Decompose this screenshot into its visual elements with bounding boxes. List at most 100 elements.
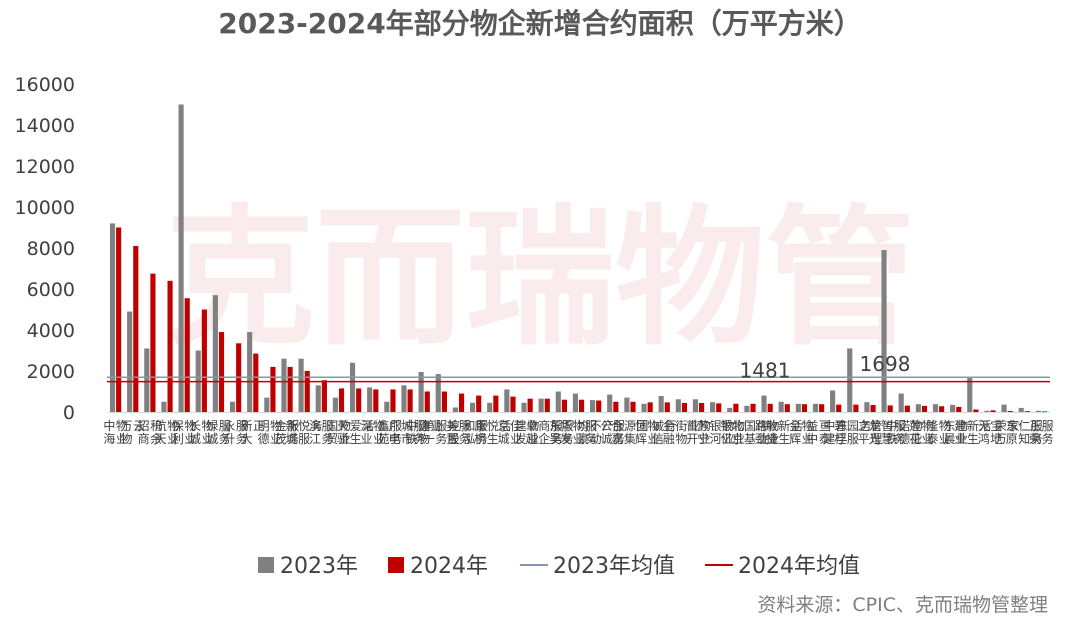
x-tick-label: 招商积余 (138, 419, 163, 446)
x-tick-label: 建发物业 (515, 419, 540, 446)
svg-text:保利物业: 保利物业 (172, 419, 197, 446)
x-tick-label: 金融街物业 (663, 418, 700, 446)
bar-2024 (338, 388, 345, 412)
bar-2023 (504, 389, 510, 412)
x-tick-label: 北京国基伟业 (731, 419, 768, 446)
x-tick-label: 首开物业 (686, 419, 711, 446)
x-tick-label: 苏宁银河物业 (697, 419, 734, 446)
bar-2023 (229, 401, 236, 412)
watermark: 克而瑞物管 (165, 192, 915, 366)
y-tick-label: 14000 (15, 115, 75, 137)
svg-text:华发物业服务: 华发物业服务 (560, 419, 597, 446)
svg-text:永升服务: 永升服务 (223, 419, 248, 446)
x-tick-label: 京城佳业 (498, 419, 523, 446)
bar-2023 (641, 403, 647, 412)
bar-2024 (801, 404, 808, 412)
svg-text:中铁诺德物业: 中铁诺德物业 (886, 418, 923, 446)
bar-2024 (184, 298, 190, 412)
x-tick-label: 东晨物业 (943, 419, 968, 446)
legend-label-2023: 2023年 (280, 554, 358, 579)
bar-2023 (452, 407, 458, 412)
x-tick-label: 鑫苑服务 (378, 418, 403, 446)
x-tick-label: 碧桂园服务 (834, 418, 871, 446)
bar-2024 (253, 353, 259, 412)
bar-2023 (435, 374, 441, 412)
x-tick-label: 绿城服务 (206, 418, 231, 446)
bar-2023 (212, 295, 218, 412)
bar-2024 (424, 391, 430, 412)
svg-text:荣万家: 荣万家 (995, 418, 1020, 446)
x-tick-label: 美置服务 (446, 419, 471, 446)
bar-2024 (116, 227, 122, 412)
x-tick-label: 均豪不动产 (577, 419, 614, 446)
x-tick-label: 敏捷新生活 (766, 418, 803, 446)
svg-text:万物云: 万物云 (120, 419, 145, 446)
bar-2024 (407, 389, 413, 412)
x-tick-label: 航天物业 (155, 418, 180, 446)
x-tick-label: 滨江服务 (309, 418, 334, 446)
x-tick-label: 明德物业 (258, 419, 283, 446)
bar-2024 (561, 399, 567, 412)
bar-2023 (812, 403, 819, 412)
y-tick-label: 6000 (27, 279, 75, 301)
bar-2023 (384, 401, 390, 412)
x-tick-label: 深业物业 (360, 419, 385, 446)
legend-swatch-2024 (388, 557, 404, 573)
legend-swatch-2023 (258, 557, 274, 573)
bar-2024 (956, 406, 962, 412)
bar-2024 (921, 405, 928, 412)
x-tick-label: 万物云 (120, 419, 145, 446)
bar-2023 (469, 402, 476, 412)
svg-text:新大正: 新大正 (240, 418, 265, 446)
svg-text:银亿物业: 银亿物业 (721, 419, 746, 446)
bar-2023 (367, 387, 373, 412)
x-tick-label: 华发物业服务 (560, 419, 597, 446)
x-tick-label: 银亿物业 (721, 419, 746, 446)
bar-2024 (733, 403, 739, 412)
y-tick-label: 12000 (15, 156, 75, 178)
svg-text:鑫苑服务: 鑫苑服务 (378, 418, 403, 446)
x-tick-label: 路劲物业 (755, 418, 780, 446)
bar-2023 (178, 104, 184, 412)
svg-text:天骄爱生活: 天骄爱生活 (337, 419, 374, 446)
svg-text:广电城市服务: 广电城市服务 (389, 419, 426, 446)
bar-2023 (247, 332, 253, 412)
y-tick-label: 4000 (27, 320, 75, 342)
x-tick-label: 新城悦服务 (286, 418, 323, 446)
x-tick-label: 天骄爱生活 (337, 419, 374, 446)
x-tick-label: 中建东孚 (823, 418, 848, 446)
bar-2023 (864, 402, 870, 412)
svg-text:中铁建物业: 中铁建物业 (406, 418, 443, 446)
svg-text:东晨物业: 东晨物业 (943, 419, 968, 446)
svg-text:国贸物业: 国贸物业 (326, 419, 351, 446)
y-tick-label: 10000 (15, 197, 75, 219)
bar-2023 (967, 377, 973, 412)
bar-2023 (675, 399, 681, 412)
bar-2024 (647, 402, 653, 412)
bar-2024 (1007, 410, 1013, 412)
svg-text:隆泰物业: 隆泰物业 (926, 418, 951, 446)
bar-2024 (870, 405, 876, 412)
x-tick-label: 益中亘泰 (806, 419, 831, 446)
x-tick-label: 莲花物业 (909, 419, 934, 446)
bar-2024 (973, 409, 979, 412)
svg-text:莲花物业: 莲花物业 (909, 419, 934, 446)
svg-text:正荣服务: 正荣服务 (1029, 419, 1054, 446)
bar-2024 (613, 401, 619, 412)
bar-2023 (298, 358, 304, 412)
svg-text:益中亘泰: 益中亘泰 (806, 419, 831, 446)
bar-2023 (127, 311, 133, 412)
y-tick-label: 16000 (15, 74, 75, 96)
bar-2024 (390, 389, 396, 412)
bar-2024 (664, 402, 670, 412)
x-tick-label: 新大正 (240, 418, 265, 446)
x-tick-label: 国贸物业 (326, 419, 351, 446)
x-tick-label: 荣万家 (995, 418, 1020, 446)
bar-2024 (904, 405, 910, 412)
bar-2024 (990, 410, 996, 412)
bar-2023 (332, 397, 338, 412)
bar-2024 (287, 366, 293, 412)
bar-2024 (270, 366, 276, 412)
bar-2024 (304, 371, 310, 412)
bar-2024 (321, 380, 327, 412)
